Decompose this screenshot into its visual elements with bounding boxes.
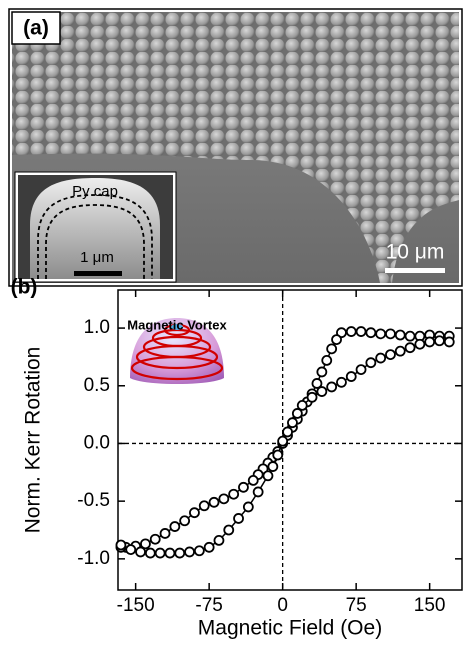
x-tick-label: 150	[414, 595, 446, 616]
data-point	[234, 514, 243, 523]
data-point	[224, 526, 233, 535]
data-point	[347, 327, 356, 336]
panel-label: (a)	[23, 17, 49, 40]
data-point	[273, 451, 282, 460]
data-point	[357, 365, 366, 374]
data-point	[366, 358, 375, 367]
data-point	[386, 350, 395, 359]
data-point	[185, 547, 194, 556]
data-point	[175, 549, 184, 558]
panel-a: (a) Py cap 1 μm 10 μm	[9, 9, 462, 286]
data-point	[229, 490, 238, 499]
panel-label: (b)	[11, 276, 38, 299]
data-point	[151, 535, 160, 544]
x-tick-label: 0	[277, 595, 288, 616]
data-point	[347, 372, 356, 381]
data-point	[288, 418, 297, 427]
data-point	[116, 541, 125, 550]
x-tick-label: -150	[117, 595, 155, 616]
data-point	[425, 337, 434, 346]
data-point	[244, 502, 253, 511]
data-point	[396, 347, 405, 356]
scale-bar-label: 10 μm	[386, 241, 445, 264]
data-point	[239, 483, 248, 492]
data-point	[386, 329, 395, 338]
data-point	[376, 354, 385, 363]
data-point	[210, 498, 219, 507]
data-point	[278, 437, 287, 446]
data-point	[366, 328, 375, 337]
data-point	[332, 335, 341, 344]
scale-bar	[385, 268, 445, 273]
data-point	[180, 516, 189, 525]
data-point	[445, 337, 454, 346]
data-point	[317, 387, 326, 396]
data-point	[268, 462, 277, 471]
data-point	[263, 471, 272, 480]
y-tick-label: 0.5	[84, 375, 110, 396]
data-point	[435, 336, 444, 345]
data-point	[406, 343, 415, 352]
data-point	[298, 401, 307, 410]
inset-scale-label: 1 μm	[80, 249, 114, 266]
data-point	[317, 367, 326, 376]
data-point	[322, 356, 331, 365]
x-tick-label: 75	[346, 595, 367, 616]
data-point	[337, 378, 346, 387]
y-tick-label: -1.0	[77, 548, 110, 569]
data-point	[136, 547, 145, 556]
y-axis-label: Norm. Kerr Rotation	[22, 347, 45, 534]
data-point	[190, 508, 199, 517]
data-point	[161, 529, 170, 538]
data-point	[205, 543, 214, 552]
data-point	[126, 545, 135, 554]
x-axis-label: Magnetic Field (Oe)	[198, 617, 382, 640]
data-point	[376, 329, 385, 338]
data-point	[357, 327, 366, 336]
data-point	[156, 549, 165, 558]
data-point	[327, 382, 336, 391]
data-point	[219, 494, 228, 503]
panel-b: (b) Magnetic Field (Oe) Norm. Kerr Rotat…	[11, 276, 462, 640]
y-tick-label: -0.5	[77, 490, 110, 511]
data-point	[214, 536, 223, 545]
data-point	[195, 546, 204, 555]
data-point	[415, 340, 424, 349]
data-point	[249, 476, 258, 485]
data-point	[283, 427, 292, 436]
data-point	[406, 332, 415, 341]
data-point	[200, 501, 209, 510]
data-point	[396, 331, 405, 340]
figure: (a) Py cap 1 μm 10 μm (b) Magnetic Field…	[0, 0, 465, 645]
data-point	[308, 393, 317, 402]
inset-label: Py cap	[72, 183, 118, 200]
y-tick-label: 0.0	[84, 432, 110, 453]
data-point	[254, 487, 263, 496]
annotation: Magnetic Vortex	[127, 317, 227, 332]
data-point	[146, 549, 155, 558]
x-tick-label: -75	[195, 595, 222, 616]
y-tick-label: 1.0	[84, 317, 110, 338]
data-point	[170, 522, 179, 531]
data-point	[327, 344, 336, 353]
data-point	[165, 549, 174, 558]
